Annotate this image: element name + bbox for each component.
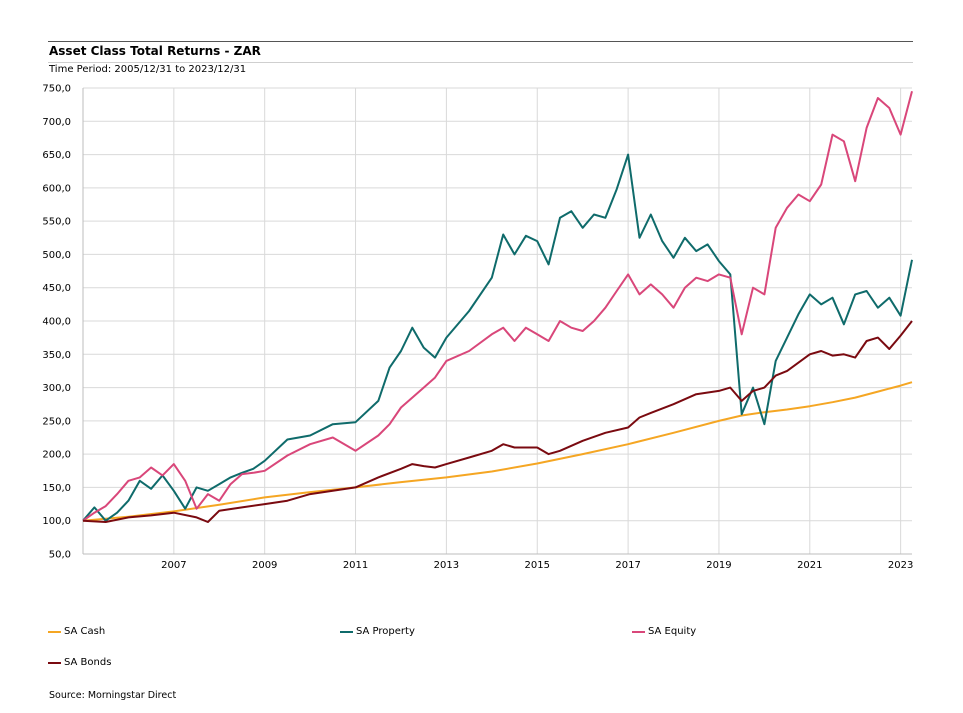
y-tick-label: 550,0 [42, 217, 71, 228]
x-tick-label: 2007 [161, 560, 186, 571]
legend-swatch-sa-property [340, 630, 353, 633]
y-tick-label: 350,0 [42, 350, 71, 361]
legend-item-sa-cash: SA Cash [48, 626, 105, 637]
y-tick-label: 400,0 [42, 317, 71, 328]
y-tick-label: 650,0 [42, 150, 71, 161]
x-tick-label: 2013 [434, 560, 459, 571]
y-tick-label: 450,0 [42, 283, 71, 294]
legend-label-sa-cash: SA Cash [64, 626, 106, 637]
legend-label-sa-bonds: SA Bonds [64, 657, 112, 668]
chart-title: Asset Class Total Returns - ZAR [49, 44, 261, 58]
legend-item-sa-equity: SA Equity [632, 626, 696, 637]
y-tick-label: 250,0 [42, 416, 71, 427]
y-tick-label: 700,0 [42, 117, 71, 128]
y-tick-label: 150,0 [42, 483, 71, 494]
legend-item-sa-bonds: SA Bonds [48, 657, 111, 668]
x-tick-label: 2019 [706, 560, 731, 571]
y-tick-label: 750,0 [42, 84, 71, 95]
y-tick-label: 500,0 [42, 250, 71, 261]
legend-label-sa-equity: SA Equity [648, 626, 697, 637]
legend-swatch-sa-equity [632, 630, 645, 633]
y-tick-label: 600,0 [42, 183, 71, 194]
series-line-sa-bonds [82, 320, 913, 523]
legend-swatch-sa-cash [48, 630, 61, 633]
y-tick-label: 300,0 [42, 383, 71, 394]
legend-item-sa-property: SA Property [340, 626, 415, 637]
title-rule [48, 41, 913, 42]
legend-label-sa-property: SA Property [356, 626, 415, 637]
x-tick-label: 2017 [615, 560, 640, 571]
subtitle-rule [48, 62, 913, 63]
x-tick-label: 2021 [797, 560, 822, 571]
y-tick-label: 100,0 [42, 516, 71, 527]
series-line-sa-equity [82, 91, 913, 522]
series-line-sa-cash [82, 381, 913, 522]
y-tick-label: 200,0 [42, 450, 71, 461]
chart-subtitle: Time Period: 2005/12/31 to 2023/12/31 [49, 64, 247, 75]
y-tick-label: 50,0 [49, 550, 71, 561]
x-tick-label: 2015 [525, 560, 550, 571]
x-tick-label: 2023 [888, 560, 913, 571]
x-tick-label: 2011 [343, 560, 368, 571]
x-tick-label: 2009 [252, 560, 277, 571]
source-note: Source: Morningstar Direct [49, 690, 177, 701]
legend-swatch-sa-bonds [48, 661, 61, 664]
series-line-sa-property [82, 153, 913, 522]
